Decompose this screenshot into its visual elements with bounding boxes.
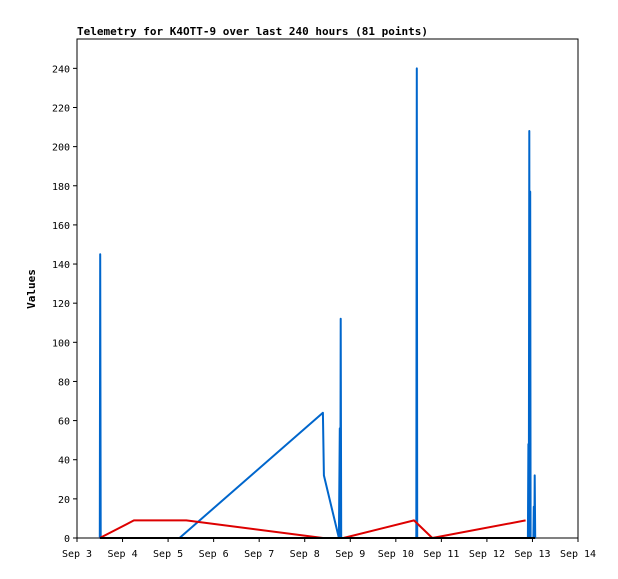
y-tick-label: 200 xyxy=(52,143,70,154)
y-tick-label: 80 xyxy=(58,377,70,388)
y-tick-label: 160 xyxy=(52,221,70,232)
x-tick-label: Sep 6 xyxy=(199,549,229,560)
y-tick-label: 180 xyxy=(52,182,70,193)
chart-title: Telemetry for K4OTT-9 over last 240 hour… xyxy=(77,25,428,38)
x-tick-label: Sep 13 xyxy=(514,549,550,560)
y-tick-label: 140 xyxy=(52,260,70,271)
x-tick-label: Sep 12 xyxy=(469,549,505,560)
x-tick-label: Sep 5 xyxy=(153,549,183,560)
y-tick-label: 60 xyxy=(58,417,70,428)
x-tick-label: Sep 11 xyxy=(423,549,459,560)
x-tick-label: Sep 14 xyxy=(560,549,596,560)
x-tick-label: Sep 8 xyxy=(290,549,320,560)
y-tick-label: 20 xyxy=(58,495,70,506)
y-tick-label: 0 xyxy=(64,534,70,545)
x-tick-label: Sep 3 xyxy=(62,549,92,560)
x-tick-label: Sep 10 xyxy=(378,549,414,560)
y-tick-label: 240 xyxy=(52,64,70,75)
x-tick-label: Sep 9 xyxy=(335,549,365,560)
x-tick-label: Sep 7 xyxy=(244,549,274,560)
y-tick-label: 40 xyxy=(58,456,70,467)
series-group xyxy=(98,67,537,539)
y-tick-label: 220 xyxy=(52,103,70,114)
y-axis-label: Values xyxy=(25,269,38,309)
y-tick-label: 100 xyxy=(52,338,70,349)
y-ticks: 0 20 40 60 80 100 120 140 160 180 200 220 240 xyxy=(52,64,77,545)
y-tick-label: 120 xyxy=(52,299,70,310)
x-tick-label: Sep 4 xyxy=(107,549,137,560)
